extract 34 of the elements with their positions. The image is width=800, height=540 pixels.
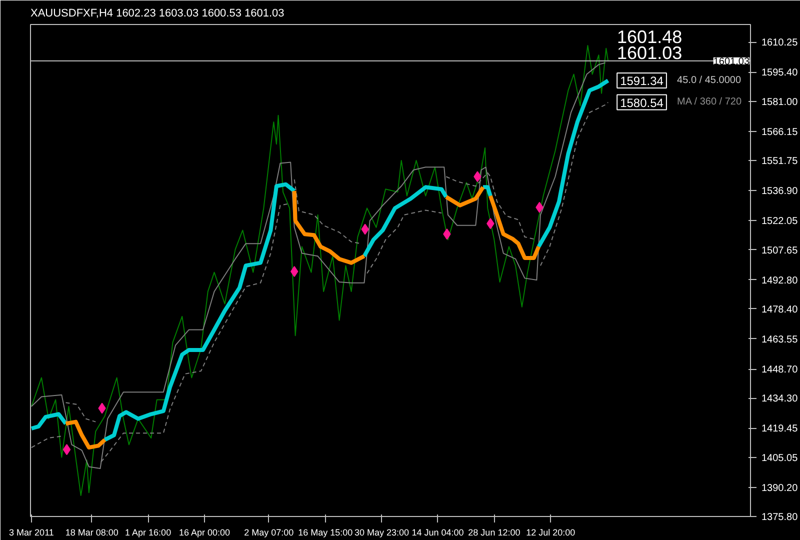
- y-tick-label: 1478.40: [762, 304, 798, 316]
- point: [62, 444, 71, 456]
- x-tick-label: 12 Jul 20:00: [526, 528, 576, 538]
- y-tick-label: 1507.65: [762, 245, 798, 256]
- x-tick-label: 18 Mar 08:00: [65, 528, 118, 538]
- annotation: 45.0 / 45.0000: [677, 75, 742, 86]
- y-tick-label: 1492.80: [762, 275, 798, 286]
- x-tick-label: 2 May 07:00: [244, 528, 294, 538]
- y-tick-label: 1522.05: [762, 216, 798, 228]
- y-tick-label: 1419.45: [762, 424, 798, 435]
- annotation: 1591.34: [620, 74, 664, 88]
- x-tick-label: 16 May 15:00: [298, 528, 353, 538]
- x-tick-label: 28 Jun 12:00: [468, 528, 520, 538]
- annotation: 1580.54: [620, 96, 664, 110]
- x-tick-label: 30 May 23:00: [354, 528, 410, 538]
- y-tick-label: 1463.55: [762, 334, 798, 346]
- y-tick-label: 1566.15: [762, 126, 798, 138]
- ref-line-label: 1601.03: [713, 56, 750, 68]
- y-tick-label: 1536.90: [762, 186, 798, 198]
- y-tick-label: 1434.30: [762, 394, 798, 405]
- annotation: MA / 360 / 720: [677, 96, 742, 108]
- y-tick-label: 1595.40: [762, 68, 798, 79]
- x-tick-label: 1 Apr 16:00: [125, 528, 172, 538]
- x-tick-label: 3 Mar 2011: [9, 528, 54, 538]
- y-tick-label: 1551.75: [762, 156, 798, 168]
- y-tick-label: 1390.20: [762, 482, 798, 494]
- x-tick-label: 16 Apr 00:00: [178, 528, 230, 538]
- chart-title: XAUUSDFXF,H4 1602.23 1603.03 1600.53 1601.03: [30, 8, 284, 20]
- y-tick-label: 1581.00: [762, 96, 798, 108]
- y-tick-label: 1375.80: [762, 512, 798, 523]
- y-tick-label: 1610.25: [762, 38, 798, 49]
- y-tick-label: 1405.05: [762, 452, 798, 464]
- x-tick-label: 14 Jun 04:00: [412, 528, 464, 538]
- y-tick-label: 1448.70: [762, 364, 798, 376]
